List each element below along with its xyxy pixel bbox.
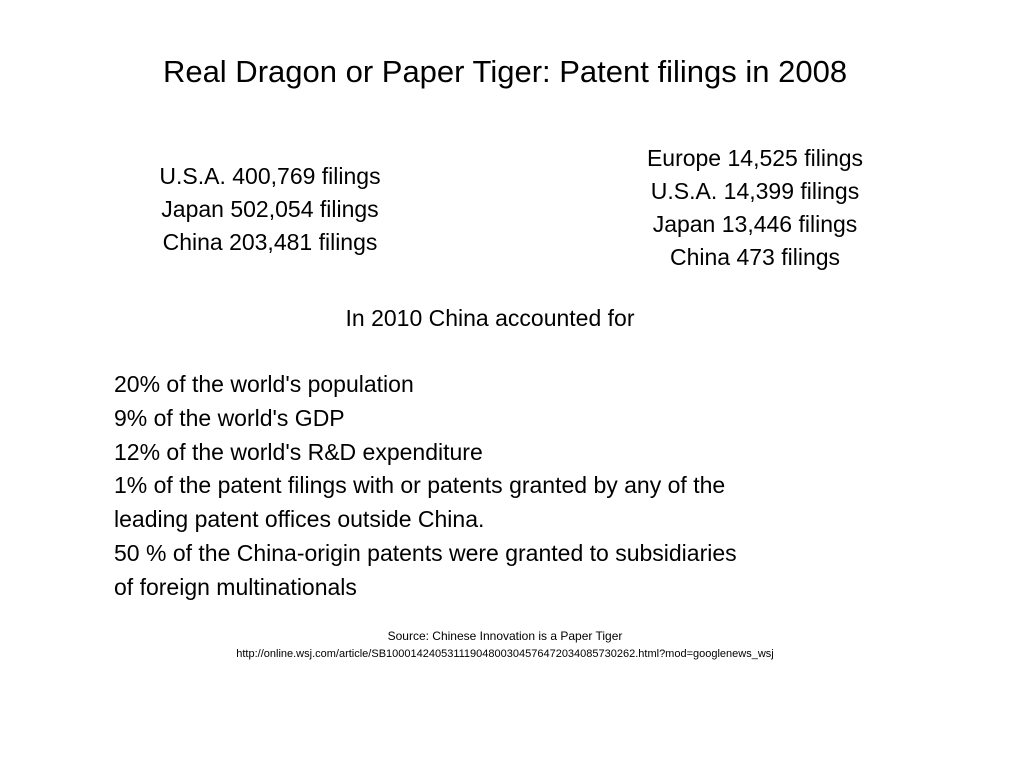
fact-line: 9% of the world's GDP <box>114 404 345 431</box>
stat-line-usa: U.S.A. 400,769 filings <box>159 163 381 189</box>
domestic-filings-list: U.S.A. 400,769 filings Japan 502,054 fil… <box>110 160 430 259</box>
fact-line: 50 % of the China-origin patents were gr… <box>114 539 737 566</box>
facts-list: 20% of the world's population 9% of the … <box>114 368 914 605</box>
source-url: http://online.wsj.com/article/SB10001424… <box>236 648 774 660</box>
stat-line-japan: Japan 502,054 filings <box>161 196 379 222</box>
stat-line-usa: U.S.A. 14,399 filings <box>650 178 860 204</box>
source-label: Source: Chinese Innovation is a Paper Ti… <box>387 629 623 643</box>
fact-line: 12% of the world's R&D expenditure <box>114 438 483 465</box>
stat-line-china: China 473 filings <box>669 244 841 270</box>
stat-line-europe: Europe 14,525 filings <box>646 145 864 171</box>
slide-title: Real Dragon or Paper Tiger: Patent filin… <box>162 54 848 89</box>
stat-line-china: China 203,481 filings <box>162 229 378 255</box>
fact-line: of foreign multinationals <box>114 573 357 600</box>
fact-line: 20% of the world's population <box>114 371 414 397</box>
fact-line: 1% of the patent filings with or patents… <box>114 472 726 499</box>
foreign-filings-list: Europe 14,525 filings U.S.A. 14,399 fili… <box>590 142 920 274</box>
section-heading: In 2010 China accounted for <box>345 305 635 331</box>
stat-line-japan: Japan 13,446 filings <box>652 211 858 237</box>
fact-line: leading patent offices outside China. <box>114 506 485 533</box>
